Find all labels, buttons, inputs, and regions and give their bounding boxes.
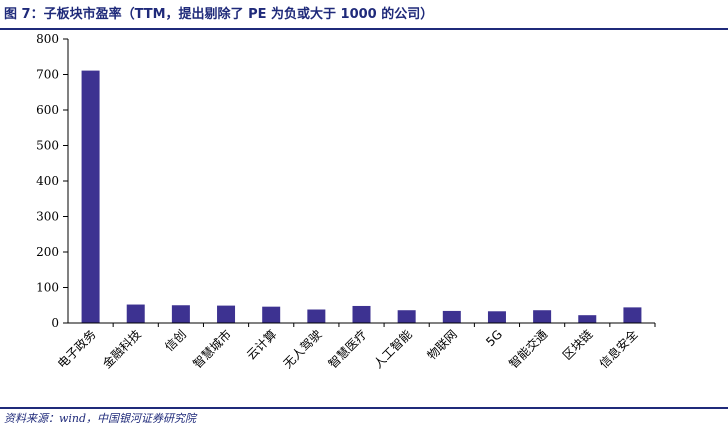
- x-category-label: 智能交通: [506, 327, 551, 372]
- bar: [217, 305, 236, 323]
- y-tick-label: 600: [36, 103, 59, 117]
- bar: [81, 70, 100, 323]
- bar: [126, 304, 145, 323]
- x-category-label: 智慧医疗: [325, 327, 370, 372]
- x-category-label: 信息安全: [596, 327, 641, 372]
- y-tick-label: 400: [36, 174, 59, 188]
- bar: [578, 315, 597, 323]
- x-category-label: 信创: [162, 327, 189, 354]
- bar: [533, 310, 552, 323]
- bar: [623, 307, 642, 323]
- bar: [442, 310, 461, 323]
- x-category-label: 智慧城市: [190, 327, 235, 372]
- x-category-label: 电子政务: [54, 327, 99, 372]
- x-category-label: 物联网: [425, 327, 460, 362]
- y-tick-label: 700: [36, 68, 59, 82]
- figure-title: 图 7：子板块市盈率（TTM，提出剔除了 PE 为负或大于 1000 的公司）: [4, 7, 434, 22]
- footer-rule: [0, 407, 728, 409]
- bar: [262, 306, 281, 323]
- x-category-label: 金融科技: [99, 327, 144, 372]
- bar: [487, 311, 506, 323]
- y-tick-label: 300: [36, 210, 59, 224]
- y-tick-label: 200: [36, 245, 59, 259]
- bar: [171, 305, 190, 323]
- x-category-label: 人工智能: [370, 327, 415, 372]
- x-category-label: 云计算: [243, 327, 279, 363]
- x-category-label: 无人驾驶: [280, 327, 325, 372]
- source-note: 资料来源：wind，中国银河证券研究院: [4, 412, 197, 425]
- y-tick-label: 800: [36, 32, 59, 46]
- x-category-label: 区块链: [559, 327, 595, 363]
- x-category-label: 5G: [483, 327, 505, 349]
- bar: [397, 310, 416, 323]
- bar: [307, 309, 326, 323]
- bar: [352, 305, 371, 323]
- y-tick-label: 0: [51, 316, 59, 330]
- y-tick-label: 500: [36, 139, 59, 153]
- y-tick-label: 100: [36, 281, 59, 295]
- title-rule: [0, 28, 728, 30]
